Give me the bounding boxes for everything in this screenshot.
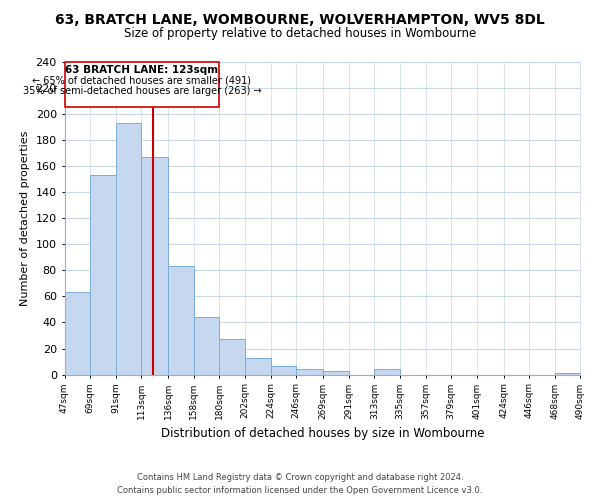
Bar bbox=[65, 62, 220, 107]
Bar bbox=[374, 370, 400, 374]
Bar bbox=[194, 317, 220, 374]
Text: 63 BRATCH LANE: 123sqm: 63 BRATCH LANE: 123sqm bbox=[65, 66, 218, 76]
Bar bbox=[116, 123, 142, 374]
Y-axis label: Number of detached properties: Number of detached properties bbox=[20, 130, 30, 306]
Bar bbox=[90, 175, 116, 374]
Bar bbox=[271, 366, 296, 374]
Text: Size of property relative to detached houses in Wombourne: Size of property relative to detached ho… bbox=[124, 28, 476, 40]
Text: 35% of semi-detached houses are larger (263) →: 35% of semi-detached houses are larger (… bbox=[23, 86, 261, 97]
Bar bbox=[296, 370, 323, 374]
Bar bbox=[168, 266, 194, 374]
Text: ← 65% of detached houses are smaller (491): ← 65% of detached houses are smaller (49… bbox=[32, 76, 251, 86]
Bar bbox=[142, 157, 168, 374]
Text: Contains HM Land Registry data © Crown copyright and database right 2024.
Contai: Contains HM Land Registry data © Crown c… bbox=[118, 474, 482, 495]
Bar bbox=[220, 340, 245, 374]
Text: 63, BRATCH LANE, WOMBOURNE, WOLVERHAMPTON, WV5 8DL: 63, BRATCH LANE, WOMBOURNE, WOLVERHAMPTO… bbox=[55, 12, 545, 26]
Bar bbox=[245, 358, 271, 374]
Bar bbox=[65, 292, 90, 374]
X-axis label: Distribution of detached houses by size in Wombourne: Distribution of detached houses by size … bbox=[161, 427, 484, 440]
Bar bbox=[323, 370, 349, 374]
